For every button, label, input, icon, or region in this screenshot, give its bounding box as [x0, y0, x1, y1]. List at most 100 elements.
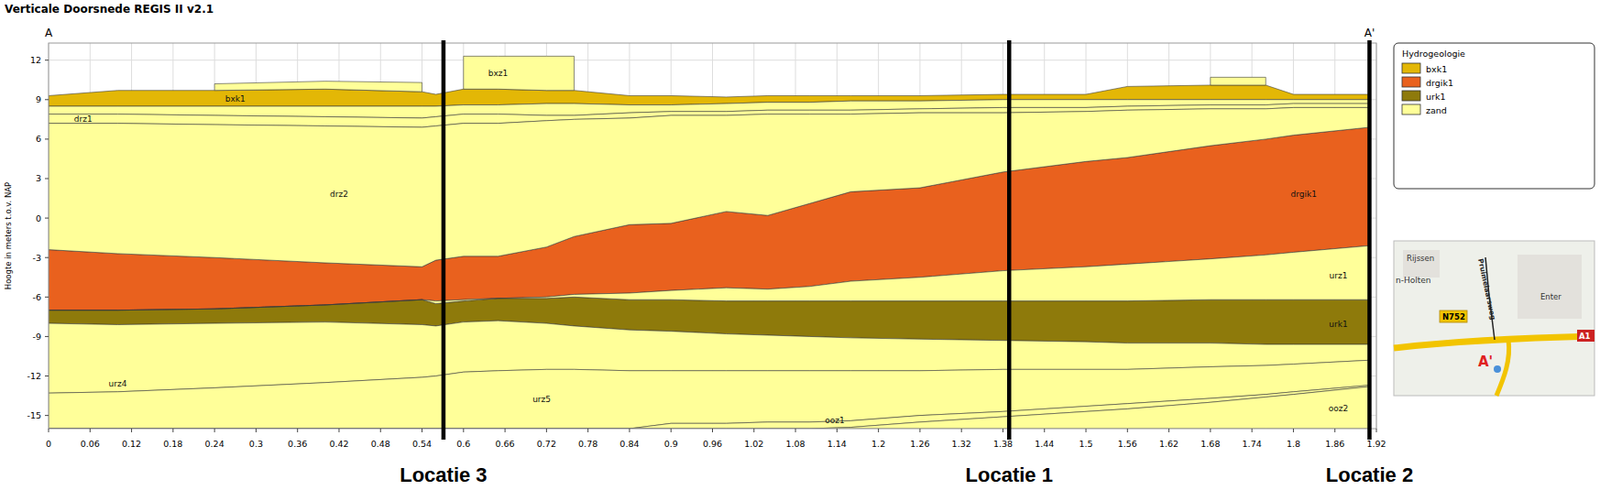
map-water — [1493, 365, 1502, 373]
y-tick-label: 9 — [35, 94, 42, 105]
x-tick-label: 1.26 — [909, 438, 930, 450]
x-tick-label: 1.62 — [1159, 438, 1179, 450]
page: {"chart_data": { "type": "cross_section"… — [0, 0, 1600, 490]
map-bg — [1393, 241, 1595, 396]
x-tick-label: 1.2 — [871, 438, 886, 450]
section-line — [441, 40, 447, 440]
map-label: n-Holten — [1395, 275, 1432, 285]
section-label: Locatie 2 — [1326, 463, 1414, 487]
x-tick — [504, 428, 506, 433]
x-tick-label: 1.08 — [785, 438, 805, 450]
x-tick — [1168, 428, 1170, 433]
x-tick — [255, 428, 257, 433]
layer — [48, 385, 1370, 429]
x-tick-label: 0.48 — [371, 438, 391, 450]
map-town — [1402, 250, 1440, 278]
layer-label: bxk1 — [225, 94, 246, 104]
y-tick — [44, 336, 49, 338]
x-tick-label: 1.68 — [1200, 438, 1220, 450]
section-end: A' — [1364, 26, 1376, 40]
layer-label: drz1 — [74, 114, 93, 124]
y-tick-label: 6 — [35, 133, 42, 144]
y-tick — [44, 257, 49, 259]
layer-label: drz2 — [329, 189, 349, 199]
layer — [1210, 76, 1266, 86]
layer — [48, 360, 1370, 429]
x-tick — [131, 428, 132, 433]
map-label: A' — [1478, 353, 1493, 371]
y-tick — [44, 138, 49, 140]
x-tick — [919, 428, 921, 433]
x-tick-label: 0.3 — [249, 438, 264, 450]
x-tick — [1085, 428, 1087, 433]
x-tick — [546, 428, 548, 433]
y-tick — [44, 59, 49, 61]
layer — [214, 81, 422, 92]
y-tick — [44, 415, 49, 417]
map-label: A1 — [1578, 331, 1591, 341]
x-tick-label: 1.56 — [1117, 438, 1138, 450]
x-tick-label: 0.42 — [328, 438, 349, 450]
x-tick — [712, 428, 713, 433]
layer — [48, 107, 1370, 267]
x-tick — [1334, 428, 1336, 433]
layer-label: urk1 — [1328, 319, 1348, 329]
x-tick — [338, 428, 340, 433]
x-tick — [89, 428, 91, 433]
x-tick — [1043, 428, 1045, 433]
x-tick — [1209, 428, 1211, 433]
layer — [463, 55, 575, 90]
legend-swatch — [1402, 76, 1421, 88]
y-tick-label: -12 — [26, 371, 42, 382]
x-tick — [1002, 428, 1004, 433]
x-tick — [1251, 428, 1253, 433]
layer-label: urz4 — [109, 379, 128, 389]
grid — [48, 43, 1377, 429]
x-tick-label: 0.54 — [412, 438, 432, 450]
layer-label: drgik1 — [1291, 189, 1317, 199]
x-tick-label: 0.84 — [619, 438, 639, 450]
layers — [48, 55, 1370, 429]
x-tick — [172, 428, 174, 433]
y-tick-label: -3 — [32, 252, 42, 264]
x-tick — [795, 428, 797, 433]
x-tick — [48, 428, 50, 433]
legend-label: bxk1 — [1425, 64, 1447, 75]
section-label: Locatie 1 — [965, 463, 1053, 487]
x-tick — [836, 428, 838, 433]
legend-label: zand — [1425, 105, 1447, 116]
x-tick-label: 1.74 — [1242, 438, 1262, 450]
x-tick — [587, 428, 589, 433]
section-label: Locatie 3 — [399, 463, 487, 487]
plot-area — [48, 43, 1377, 429]
x-tick-label: 1.92 — [1366, 438, 1386, 450]
y-tick-label: -6 — [32, 292, 42, 303]
x-tick-label: 0.24 — [205, 438, 225, 450]
layer-label: bxz1 — [488, 68, 509, 78]
inset-map: Rijssenn-HoltenEnterN752A1A'Pruimelaarsw… — [1393, 241, 1595, 396]
map-label: Rijssen — [1406, 253, 1435, 264]
section-line — [1007, 40, 1012, 440]
x-tick-label: 1.32 — [952, 438, 972, 450]
y-tick-label: -15 — [26, 410, 42, 421]
layer-label: urz1 — [1329, 271, 1348, 281]
x-tick-label: 0.96 — [702, 438, 723, 450]
y-tick-label: 12 — [30, 54, 42, 66]
y-grid-line — [48, 59, 1377, 61]
legend-swatch — [1402, 63, 1421, 74]
x-tick-label: 0 — [45, 438, 52, 450]
map-label: N752 — [1442, 312, 1466, 322]
x-tick — [1127, 428, 1129, 433]
x-tick-label: 1.02 — [744, 438, 764, 450]
x-tick-label: 0.06 — [80, 438, 100, 450]
x-tick-label: 0.6 — [456, 438, 471, 450]
y-tick-label: -9 — [32, 331, 42, 342]
legend-label: drgik1 — [1425, 77, 1454, 88]
section-start: A — [44, 26, 54, 40]
x-tick — [421, 428, 423, 433]
x-tick-label: 1.14 — [827, 438, 847, 450]
title: Verticale Doorsnede REGIS II v2.1 — [4, 2, 214, 16]
x-tick-label: 0.66 — [495, 438, 516, 450]
y-tick — [44, 296, 49, 298]
x-tick-label: 0.36 — [287, 438, 307, 450]
